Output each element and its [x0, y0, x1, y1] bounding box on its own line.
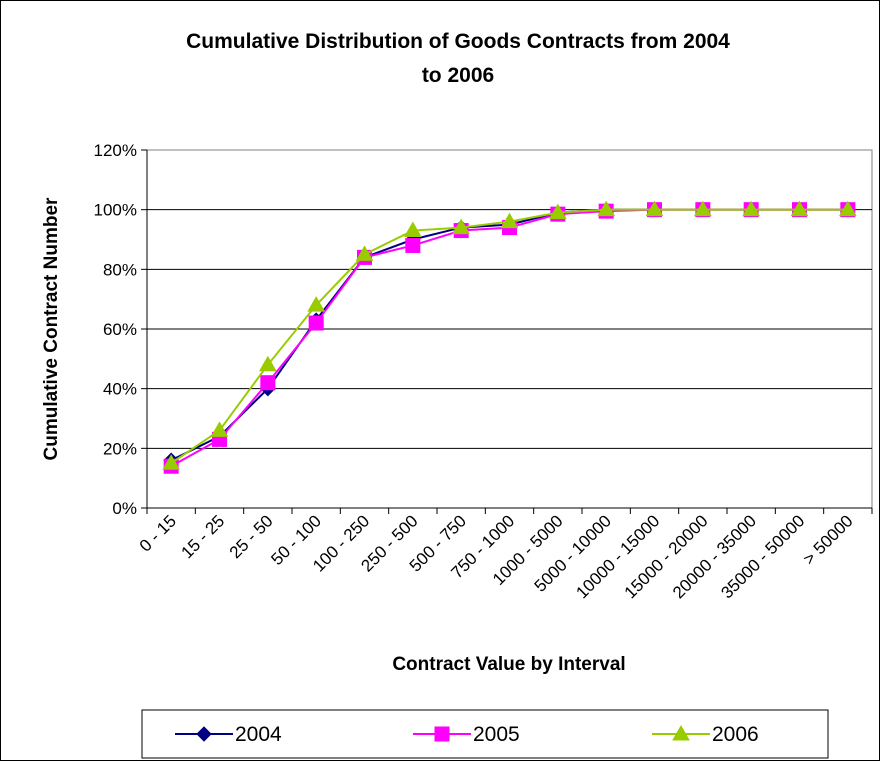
data-point — [452, 218, 471, 235]
legend-marker — [672, 724, 690, 741]
x-tick-label: 15 - 25 — [177, 511, 228, 562]
legend-entry-2006: 2006 — [652, 723, 759, 746]
chart-title-line-1: Cumulative Distribution of Goods Contrac… — [186, 30, 730, 53]
y-tick-label: 20% — [103, 439, 137, 458]
y-axis-title: Cumulative Contract Number — [41, 197, 62, 460]
y-tick-label: 60% — [103, 320, 137, 339]
legend-entry-2004: 2004 — [175, 723, 282, 746]
data-point — [500, 212, 519, 229]
data-point — [308, 315, 324, 331]
data-point — [403, 221, 422, 238]
y-tick-label: 40% — [103, 380, 137, 399]
x-tick-label: 10000 - 15000 — [572, 511, 663, 602]
x-axis-title: Contract Value by Interval — [392, 654, 625, 675]
legend-marker — [196, 726, 212, 742]
y-tick-label: 120% — [94, 141, 137, 160]
y-tick-label: 80% — [103, 260, 137, 279]
data-point — [162, 454, 181, 470]
legend-marker — [434, 726, 450, 742]
data-point — [355, 245, 374, 261]
legend-label: 2005 — [473, 723, 520, 746]
y-axis-ticks: 0% 20% 40% 60% 80% 100% 120% — [94, 141, 148, 518]
x-tick-label: > 50000 — [799, 511, 856, 568]
chart-title-line-2: to 2006 — [422, 64, 494, 87]
data-point — [742, 200, 761, 217]
data-point — [260, 375, 276, 391]
x-tick-label: 35000 - 50000 — [717, 511, 808, 602]
data-point — [790, 200, 809, 217]
data-point — [307, 296, 326, 312]
data-point — [210, 421, 229, 437]
y-tick-label: 0% — [112, 499, 137, 518]
legend — [141, 709, 829, 759]
data-point — [838, 200, 857, 217]
y-tick-label: 100% — [94, 201, 137, 220]
data-point — [645, 200, 664, 217]
x-tick-label: 15000 - 20000 — [621, 511, 712, 602]
legend-entries: 2004 2005 2006 — [175, 723, 759, 746]
data-point — [693, 200, 712, 217]
data-point — [548, 203, 567, 220]
legend-label: 2006 — [712, 723, 759, 746]
data-point — [597, 200, 616, 217]
data-point — [405, 237, 421, 253]
legend-entry-2005: 2005 — [413, 723, 520, 746]
series-2006 — [162, 200, 857, 470]
x-tick-label: 0 - 15 — [136, 511, 180, 555]
series-layer — [162, 200, 857, 474]
data-point — [258, 355, 277, 372]
legend-label: 2004 — [235, 723, 282, 746]
x-tick-label: 20000 - 35000 — [669, 511, 760, 602]
